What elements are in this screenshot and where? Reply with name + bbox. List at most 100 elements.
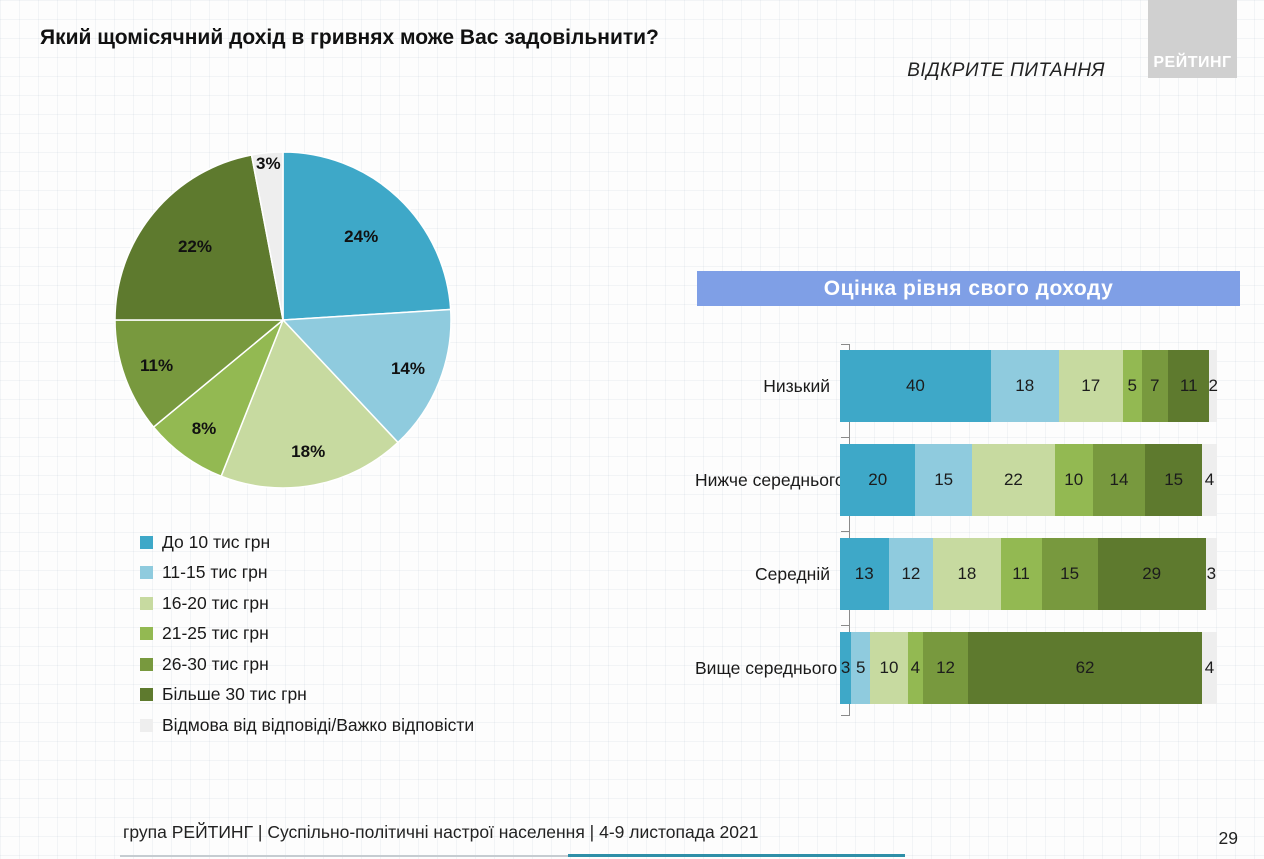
bar-segment: 22 <box>971 444 1055 516</box>
bar-segment: 15 <box>1041 538 1098 610</box>
bar-segment: 4 <box>1201 632 1217 704</box>
bar-segment: 3 <box>840 632 852 704</box>
legend-label: 11-15 тис грн <box>162 562 268 583</box>
legend-label: До 10 тис грн <box>162 531 271 552</box>
legend-label: 26-30 тис грн <box>162 653 269 674</box>
pie-slice <box>220 318 400 489</box>
pie-slice-label: 22% <box>177 237 212 257</box>
bar-segment-value: 12 <box>901 564 921 583</box>
bar-segment-value: 10 <box>879 658 899 677</box>
bar-segment-value: 11 <box>1179 376 1198 395</box>
bar-segment-value: 40 <box>905 376 925 395</box>
pie-slice-label: 8% <box>191 418 217 438</box>
bar-row: Вище середнього 3 5 10 4 12 62 4 <box>695 632 1243 704</box>
legend-item: 26-30 тис грн <box>140 649 474 680</box>
pie-slice <box>114 319 286 429</box>
pie-slice <box>282 151 452 321</box>
bar-rows: Низький 40 18 17 5 7 11 2 Нижче середнього 20 15 22… <box>695 350 1243 726</box>
bar-segment-value: 12 <box>936 658 956 677</box>
bar-segment-value: 10 <box>1064 470 1084 489</box>
bar-segment: 10 <box>870 632 908 704</box>
bar-track: 20 15 22 10 14 15 4 <box>840 444 1217 516</box>
bar-segment-value: 29 <box>1142 564 1162 583</box>
bar-segment-value: 5 <box>856 658 866 677</box>
bar-segment: 10 <box>1054 444 1093 516</box>
bar-segment-value: 7 <box>1150 376 1160 395</box>
bar-segment-value: 4 <box>1204 658 1215 677</box>
legend-item: 21-25 тис грн <box>140 619 474 650</box>
pie-svg <box>114 151 452 489</box>
legend-label: 16-20 тис грн <box>162 592 269 613</box>
bar-segment: 4 <box>907 632 923 704</box>
bar-segment: 12 <box>922 632 969 704</box>
income-pie-chart: 24% 14% 18% 8% 11% 22% 3% <box>113 150 453 490</box>
bar-segment: 7 <box>1141 350 1168 422</box>
bar-track: 3 5 10 4 12 62 4 <box>840 632 1217 704</box>
axis-tick <box>841 437 849 438</box>
legend-swatch <box>140 596 153 610</box>
bar-segment: 2 <box>1209 350 1218 422</box>
bar-segment-value: 62 <box>1075 658 1095 677</box>
legend-item: 11-15 тис грн <box>140 558 474 589</box>
pie-legend: До 10 тис грн 11-15 тис грн 16-20 тис грн 2… <box>140 527 474 741</box>
footer-source: група РЕЙТИНГ | Суспільно-політичні наст… <box>123 822 759 842</box>
bar-segment-value: 18 <box>957 564 977 583</box>
bar-segment: 15 <box>915 444 972 516</box>
bar-segment: 11 <box>1000 538 1042 610</box>
bar-track: 13 12 18 11 15 29 3 <box>840 538 1218 610</box>
pie-slice-label: 24% <box>344 226 379 246</box>
bar-segment-value: 18 <box>1015 376 1035 395</box>
legend-swatch <box>140 657 153 671</box>
bar-segment-value: 15 <box>934 470 954 489</box>
page-title: Який щомісячний дохід в гривнях може Вас… <box>40 26 659 49</box>
bar-segment: 11 <box>1167 350 1210 422</box>
legend-label: 21-25 тис грн <box>162 623 269 644</box>
axis-tick <box>841 625 849 626</box>
bar-segment: 20 <box>840 444 916 516</box>
bar-segment: 29 <box>1097 538 1206 610</box>
legend-swatch <box>140 566 153 580</box>
axis-tick <box>841 344 849 345</box>
bar-segment-value: 14 <box>1109 470 1129 489</box>
axis-tick <box>841 715 849 716</box>
pie-slice <box>250 151 284 321</box>
bar-category-label: Вище середнього <box>695 657 838 678</box>
pie-slice-label: 18% <box>291 442 326 462</box>
footer-divider-gray <box>120 855 568 857</box>
bar-track: 40 18 17 5 7 11 2 <box>840 350 1218 422</box>
legend-label: Відмова від відповіді/Важко відповісти <box>162 714 475 735</box>
bar-segment: 17 <box>1058 350 1123 422</box>
bar-row: Середній 13 12 18 11 15 29 3 <box>695 538 1243 610</box>
bar-segment: 12 <box>888 538 934 610</box>
page-number: 29 <box>1218 828 1238 848</box>
bar-segment-value: 22 <box>1003 470 1023 489</box>
open-question-note: ВІДКРИТЕ ПИТАННЯ <box>907 60 1105 81</box>
legend-swatch <box>140 535 153 549</box>
bar-segment-value: 15 <box>1164 470 1184 489</box>
bar-segment-value: 11 <box>1012 564 1030 583</box>
bar-segment: 3 <box>1205 538 1218 610</box>
bar-segment: 40 <box>840 350 991 422</box>
pie-slice-label: 3% <box>255 154 281 174</box>
bar-segment: 62 <box>968 632 1202 704</box>
bar-segment: 15 <box>1145 444 1202 516</box>
bar-segment: 18 <box>990 350 1059 422</box>
rating-logo: РЕЙТИНГ <box>1148 0 1237 78</box>
bar-segment-value: 17 <box>1081 376 1101 395</box>
bar-segment-value: 3 <box>1206 564 1217 583</box>
bar-segment-value: 3 <box>840 658 851 677</box>
legend-item: Відмова від відповіді/Важко відповісти <box>140 710 474 741</box>
bar-segment-value: 4 <box>1204 470 1215 489</box>
bar-segment: 5 <box>1122 350 1142 422</box>
pie-slice <box>281 308 452 444</box>
legend-item: 16-20 тис грн <box>140 588 474 619</box>
bar-segment: 13 <box>840 538 889 610</box>
bar-segment: 14 <box>1092 444 1146 516</box>
axis-tick <box>841 531 849 532</box>
pie-slice <box>114 154 284 321</box>
bar-segment: 5 <box>851 632 871 704</box>
banner-label: Оцінка рівня свого доходу <box>823 276 1114 300</box>
bar-segment-value: 20 <box>868 470 888 489</box>
rating-logo-text: РЕЙТИНГ <box>1153 54 1232 71</box>
bar-category-label: Середній <box>755 563 830 584</box>
